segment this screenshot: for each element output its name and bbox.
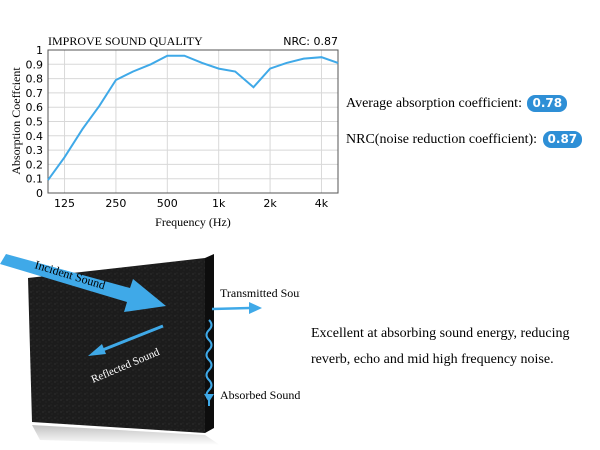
chart-nrc-label: NRC: 0.87 <box>283 35 338 48</box>
y-tick-label: 0.9 <box>26 58 44 71</box>
x-tick-label: 2k <box>263 197 277 210</box>
average-absorption-label: Average absorption coefficient: <box>346 96 522 111</box>
y-axis-label: Absorption Coeffcient <box>9 67 23 175</box>
panel-edge <box>205 254 214 433</box>
average-absorption-line: Average absorption coefficient: 0.78 <box>346 95 568 112</box>
y-tick-label: 0.6 <box>26 101 44 114</box>
y-axis-ticks: 00.1 0.20.30.40.5 0.60.70.8 0.91 <box>26 44 44 200</box>
y-tick-label: 0 <box>36 187 43 200</box>
nrc-badge: 0.87 <box>542 131 583 148</box>
transmitted-arrow: Transmitted Sound <box>211 286 300 314</box>
transmitted-sound-label: Transmitted Sound <box>220 286 300 300</box>
y-tick-label: 0.2 <box>26 158 44 171</box>
plot-frame <box>47 49 339 194</box>
chart-title: IMPROVE SOUND QUALITY <box>48 34 203 48</box>
y-tick-label: 0.7 <box>26 87 44 100</box>
average-absorption-badge: 0.78 <box>527 95 568 112</box>
y-tick-label: 0.8 <box>26 73 44 86</box>
y-tick-label: 0.3 <box>26 144 44 157</box>
y-tick-label: 1 <box>36 44 43 57</box>
nrc-line: NRC(noise reduction coefficient): 0.87 <box>346 131 583 148</box>
x-tick-label: 4k <box>315 197 329 210</box>
panel-shadow <box>32 425 220 445</box>
y-tick-label: 0.5 <box>26 116 44 129</box>
chart-grid <box>48 49 338 194</box>
y-tick-label: 0.1 <box>26 173 44 186</box>
x-axis-label: Frequency (Hz) <box>155 215 231 229</box>
absorption-chart: IMPROVE SOUND QUALITY NRC: 0.87 00.10.20… <box>9 34 339 229</box>
x-axis-ticks: 125 250 500 1k 2k 4k <box>54 197 329 210</box>
x-tick-label: 250 <box>105 197 126 210</box>
absorption-series-line <box>47 54 339 181</box>
nrc-label: NRC(noise reduction coefficient): <box>346 132 538 147</box>
y-tick-label: 0.4 <box>26 130 44 143</box>
x-tick-label: 125 <box>54 197 75 210</box>
acoustic-panel-diagram: Incident Sound Reflected Sound Transmitt… <box>0 254 300 445</box>
x-tick-label: 1k <box>212 197 226 210</box>
x-tick-label: 500 <box>157 197 178 210</box>
description-text: Excellent at absorbing sound energy, red… <box>311 326 570 367</box>
absorbed-arrow: Absorbed Sound <box>204 319 300 406</box>
absorbed-sound-label: Absorbed Sound <box>220 388 300 402</box>
